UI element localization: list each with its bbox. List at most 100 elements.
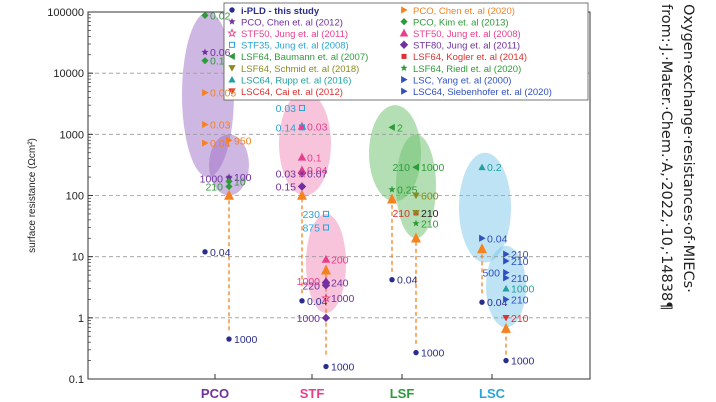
data-points: 0.020.060.10.120.0050.030.040.0495010010… <box>0 10 535 373</box>
data-point <box>321 254 331 263</box>
legend-marker <box>228 52 235 60</box>
legend-marker <box>400 18 408 26</box>
data-label: 600 <box>421 191 439 203</box>
legend-item-label: STF50, Jung et. al (2008) <box>413 29 521 40</box>
legend-item-label: STF80, Jung et. al (2011) <box>413 41 520 52</box>
data-label: 10 <box>234 176 246 188</box>
category-label-lsf: LSF <box>390 386 415 401</box>
data-label: 0.1 <box>307 152 322 164</box>
data-label: 0.06 <box>210 47 231 59</box>
y-tick-label: 100 <box>66 191 84 203</box>
data-point <box>299 298 305 304</box>
data-point <box>412 192 420 200</box>
y-tick-label: 1 <box>78 313 84 325</box>
ellipse-lsf <box>396 134 436 239</box>
data-label: 210 <box>511 273 529 285</box>
data-label: 1000 <box>331 362 355 374</box>
data-point <box>503 250 510 258</box>
x-axis-categories: PCO STF LSF LSC <box>201 374 506 401</box>
data-label: 500 <box>482 268 500 280</box>
data-label: 1000 <box>200 173 224 185</box>
legend-item-label: LSC64, Siebenhofer et. al (2020) <box>413 87 552 98</box>
data-point <box>298 104 306 111</box>
data-point <box>201 57 209 65</box>
data-point <box>503 274 510 282</box>
legend-marker <box>228 17 236 25</box>
data-label: 0.04 <box>307 296 328 308</box>
ellipse-pco <box>182 12 234 178</box>
data-label: 1000 <box>297 276 321 288</box>
data-label: 0.02 <box>210 10 231 22</box>
data-point <box>412 163 419 171</box>
data-point <box>297 152 307 161</box>
ellipse-pco <box>209 134 249 196</box>
data-label: 210 <box>511 256 529 268</box>
data-label: 1000 <box>234 334 258 346</box>
legend-marker <box>229 7 235 13</box>
legend-item-label: i-PLD - this study <box>241 6 320 17</box>
data-label: 0.25 <box>397 185 418 197</box>
side-caption: Oxygen·exchange·resistances·of·MIECs· fr… <box>602 4 712 400</box>
data-label: 0.15 <box>276 182 297 194</box>
legend-marker <box>228 41 236 48</box>
data-point <box>388 185 396 193</box>
data-point <box>321 293 331 303</box>
data-label: 210 <box>511 294 529 306</box>
data-label: 1000 <box>421 162 445 174</box>
data-label: 230 <box>302 209 320 221</box>
legend-marker <box>228 65 236 72</box>
legend-marker <box>399 40 409 50</box>
y-axis-ticks: 0.1 1 10 100 1000 10000 100000 <box>47 7 93 386</box>
data-label: 0.03 <box>276 168 297 180</box>
data-point <box>502 285 510 292</box>
data-point <box>202 139 209 147</box>
data-label: 1000 <box>511 356 535 368</box>
data-point <box>225 177 233 186</box>
legend-item-label: LSC, Yang et. al (2000) <box>413 75 511 86</box>
arrow-head <box>411 232 421 243</box>
y-tick-label: 10 <box>72 252 84 264</box>
legend-marker <box>400 64 408 72</box>
data-label: 210 <box>421 218 439 230</box>
data-point <box>226 336 232 342</box>
data-point <box>322 224 330 231</box>
category-label-stf: STF <box>300 386 325 401</box>
data-point <box>388 123 395 131</box>
category-label-pco: PCO <box>201 386 229 401</box>
data-label: 0.04 <box>487 297 508 309</box>
caption-line-1: Oxygen·exchange·resistances·of·MIECs· <box>680 4 696 293</box>
data-label: 0.03 <box>307 121 328 133</box>
data-point <box>323 363 329 370</box>
data-point <box>322 210 330 217</box>
data-point <box>479 299 485 305</box>
data-label: 0.04 <box>210 247 231 259</box>
data-label: 1000 <box>297 313 321 325</box>
data-label: 0.03 <box>276 103 297 115</box>
legend-item-label: LSF64, Riedl et. al (2020) <box>413 64 521 75</box>
data-label: 1000 <box>331 293 355 305</box>
legend-marker <box>401 6 408 14</box>
legend-marker <box>228 88 236 95</box>
arrow-head <box>321 264 331 275</box>
data-point <box>226 136 233 144</box>
ellipse-stf <box>306 213 346 313</box>
data-point <box>412 209 420 217</box>
data-label: 2 <box>397 122 403 134</box>
legend-item-label: STF35, Jung et. al (2008) <box>241 41 349 52</box>
legend-marker <box>401 87 408 95</box>
y-axis-label: surface resistance (Ωcm²) <box>27 138 38 253</box>
data-label: 0.2 <box>487 162 502 174</box>
data-label: 0.04 <box>397 275 418 287</box>
legend-marker <box>399 28 409 37</box>
ellipse-lsc <box>459 152 511 263</box>
data-label: 1000 <box>421 348 445 360</box>
legend-item-label: LSF64, Schmid et. al (2018) <box>241 64 359 75</box>
data-point <box>202 249 208 255</box>
data-point <box>479 234 486 242</box>
ellipse-stf <box>279 91 331 196</box>
data-point <box>503 295 510 304</box>
category-label-lsc: LSC <box>479 386 506 401</box>
data-label: 0.1 <box>210 56 225 68</box>
y-tick-label: 10000 <box>53 68 84 80</box>
data-label: 210 <box>511 249 529 261</box>
